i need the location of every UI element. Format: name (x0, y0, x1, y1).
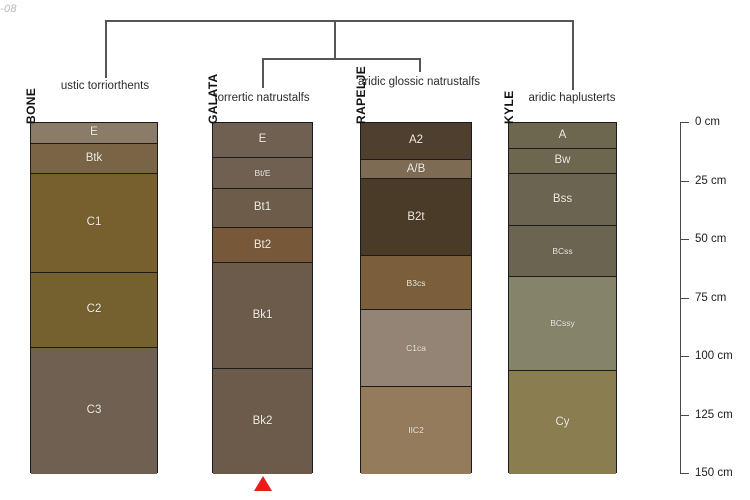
dendrogram-root-bar (105, 20, 572, 22)
horizon-kyle-bw[interactable]: Bw (509, 148, 616, 175)
horizon-rapelje-c1ca[interactable]: C1ca (361, 310, 471, 388)
horizon-galata-bt1[interactable]: Bt1 (213, 188, 312, 229)
horizon-galata-e[interactable]: E (213, 123, 312, 159)
horizon-bone-e[interactable]: E (31, 123, 157, 145)
horizon-rapelje-b3cs[interactable]: B3cs (361, 256, 471, 311)
horizon-rapelje-b2t[interactable]: B2t (361, 179, 471, 257)
horizon-label: Bt1 (253, 201, 272, 214)
depth-tick-125 (680, 414, 689, 416)
horizon-label: BCssy (550, 318, 575, 329)
depth-tick-25 (680, 180, 689, 182)
horizon-kyle-bss[interactable]: Bss (509, 174, 616, 226)
dendrogram-branch-torrertic-natrustalfs (262, 58, 264, 88)
depth-tick-label-100: 100 cm (695, 350, 733, 362)
depth-tick-50 (680, 239, 689, 241)
horizon-label: Bss (552, 192, 573, 205)
depth-tick-label-150: 150 cm (695, 467, 733, 479)
horizon-label: B2t (407, 210, 425, 223)
taxonomy-label-torrertic-natrustalfs: torrertic natrustalfs (214, 92, 310, 104)
horizon-kyle-cy[interactable]: Cy (509, 371, 616, 474)
horizon-label: Bk1 (252, 308, 273, 321)
horizon-kyle-bcssy[interactable]: BCssy (509, 277, 616, 372)
site-name-bone: BONE (24, 87, 38, 124)
dendrogram-natrustalfs-bar (262, 58, 419, 60)
horizon-rapelje-iic2[interactable]: IIC2 (361, 387, 471, 474)
depth-tick-label-50: 50 cm (695, 233, 727, 245)
taxonomy-label-aridic-glossic-natrustalfs: aridic glossic natrustalfs (357, 76, 481, 88)
dendrogram-branch-ustic-torriorthents (105, 20, 107, 78)
horizon-label: B3cs (406, 277, 426, 288)
dendrogram-branch-aridic-haplusterts (572, 20, 574, 90)
site-name-galata: GALATA (206, 73, 220, 124)
horizon-label: A2 (408, 134, 424, 147)
soil-profile-bone[interactable]: E Btk C1 C2 C3 (30, 122, 158, 474)
horizon-label: Bt/E (254, 167, 271, 178)
horizon-kyle-bcss[interactable]: BCss (509, 225, 616, 278)
horizon-label: C3 (86, 404, 102, 417)
depth-tick-0 (680, 122, 689, 124)
profile-marker-triangle[interactable] (253, 476, 272, 491)
horizon-label: C1 (86, 216, 102, 229)
depth-tick-label-25: 25 cm (695, 174, 727, 187)
depth-tick-label-125: 125 cm (695, 408, 733, 421)
soil-profile-kyle[interactable]: A Bw Bss BCss BCssy Cy (508, 122, 617, 474)
horizon-galata-bt2[interactable]: Bt2 (213, 228, 312, 264)
site-name-rapelje: RAPELJE (354, 65, 368, 124)
horizon-label: Bt2 (253, 238, 272, 251)
horizon-label: E (258, 133, 267, 146)
depth-tick-150 (680, 473, 689, 475)
depth-tick-75 (680, 297, 689, 299)
horizon-bone-c2[interactable]: C2 (31, 272, 157, 348)
horizon-label: A/B (406, 162, 426, 175)
horizon-label: Bw (554, 154, 571, 167)
horizon-kyle-a[interactable]: A (509, 123, 616, 149)
horizon-galata-bk1[interactable]: Bk1 (213, 263, 312, 369)
horizon-label: IIC2 (408, 425, 424, 436)
horizon-label: Cy (555, 415, 570, 428)
horizon-label: Btk (85, 152, 103, 164)
horizon-galata-bt-e[interactable]: Bt/E (213, 158, 312, 189)
depth-tick-100 (680, 356, 689, 358)
horizon-label: C2 (86, 302, 102, 315)
horizon-bone-btk[interactable]: Btk (31, 144, 157, 175)
site-name-kyle: KYLE (502, 90, 516, 124)
taxonomy-label-aridic-haplusterts: aridic haplusterts (528, 92, 616, 104)
horizon-bone-c3[interactable]: C3 (31, 347, 157, 474)
horizon-bone-c1[interactable]: C1 (31, 174, 157, 273)
horizon-label: A (558, 128, 567, 141)
depth-tick-label-0: 0 cm (695, 116, 720, 128)
soil-profile-rapelje[interactable]: A2 A/B B2t B3cs C1ca IIC2 (360, 122, 472, 474)
horizon-label: E (90, 126, 98, 139)
corner-note: -08 (0, 3, 17, 15)
dendrogram-stem-natrustalfs (334, 20, 336, 58)
horizon-galata-bk2[interactable]: Bk2 (213, 368, 312, 474)
depth-tick-label-75: 75 cm (695, 291, 727, 304)
horizon-label: Bk2 (252, 414, 273, 427)
horizon-label: BCss (552, 245, 573, 256)
horizon-rapelje-a2[interactable]: A2 (361, 123, 471, 161)
dendrogram-branch-aridic-glossic-natrustalfs (419, 58, 421, 72)
horizon-rapelje-a-b[interactable]: A/B (361, 160, 471, 180)
soil-profile-galata[interactable]: E Bt/E Bt1 Bt2 Bk1 Bk2 (212, 122, 313, 474)
horizon-label: C1ca (406, 343, 426, 354)
taxonomy-label-ustic-torriorthents: ustic torriorthents (60, 80, 150, 92)
